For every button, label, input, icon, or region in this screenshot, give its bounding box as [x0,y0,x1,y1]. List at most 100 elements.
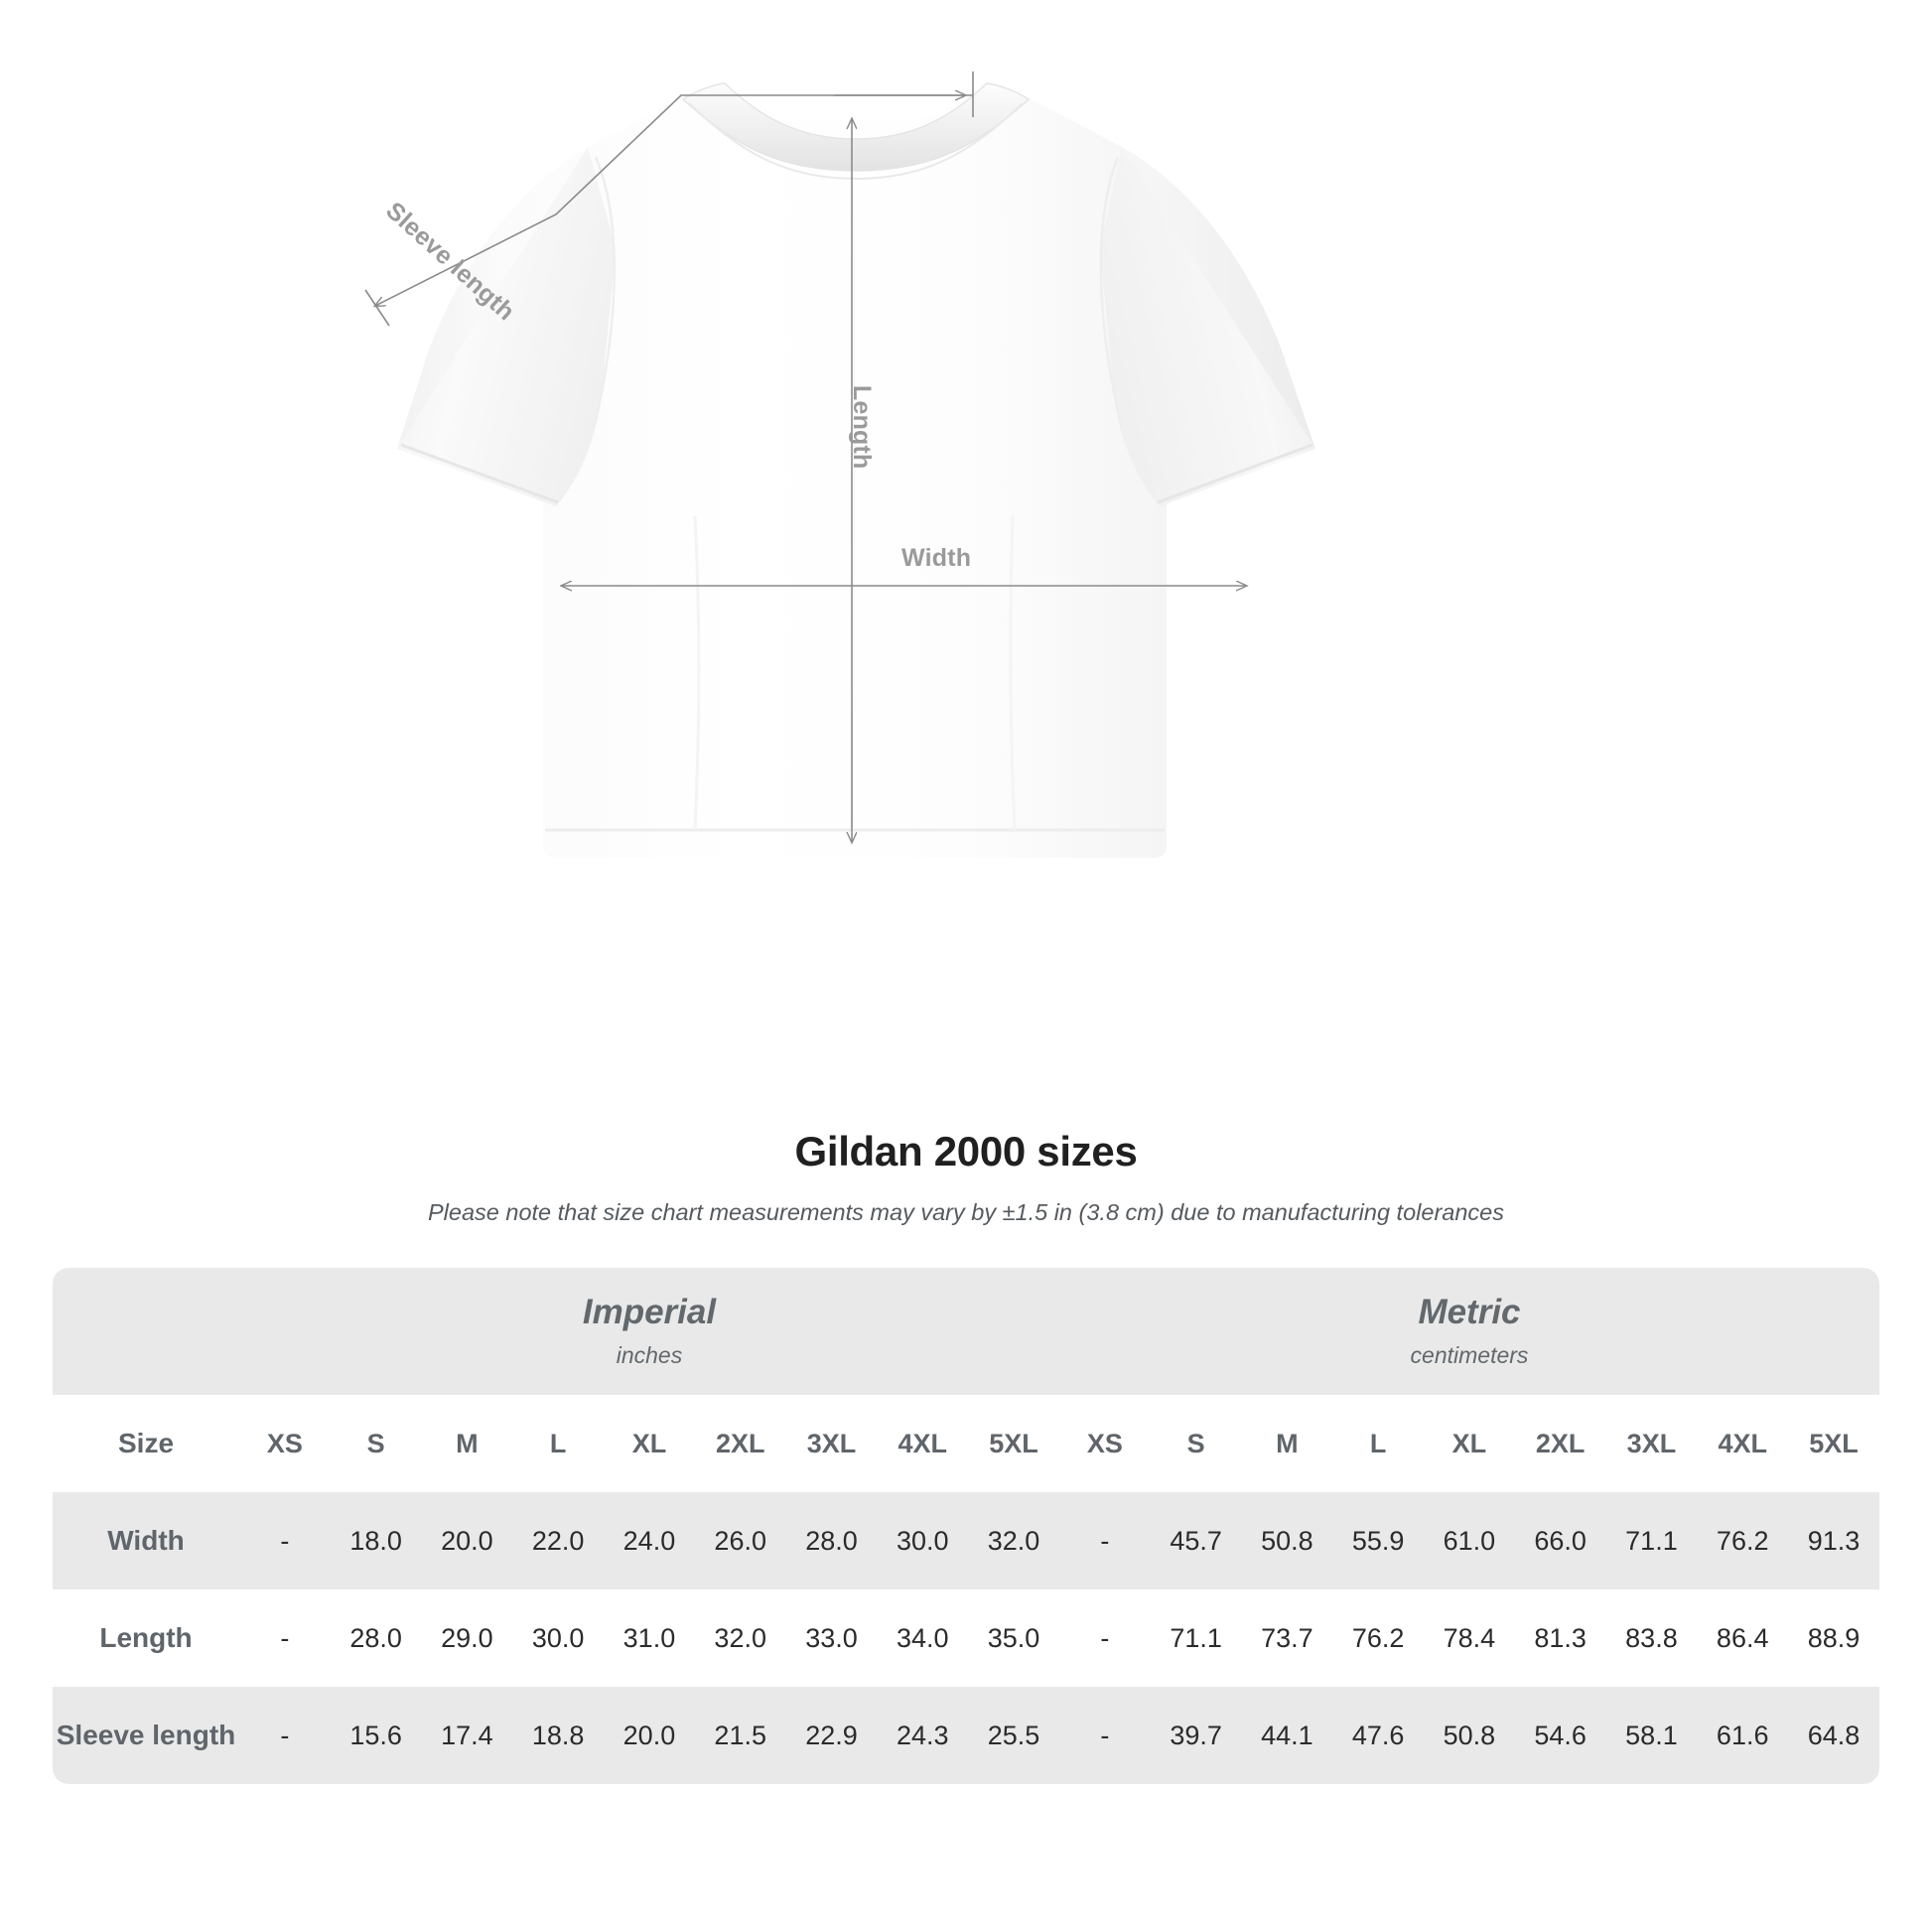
measurement-cell: 45.7 [1150,1492,1242,1589]
width-dimension-label: Width [901,544,972,572]
measurement-cell: 31.0 [604,1589,695,1687]
size-column-header: XS [239,1395,331,1492]
measurement-cell: 78.4 [1424,1589,1515,1687]
size-column-header: L [512,1395,605,1492]
measurement-cell: 30.0 [512,1589,605,1687]
size-column-header: 5XL [968,1395,1059,1492]
measurement-cell: 88.9 [1788,1589,1879,1687]
size-header-label: Size [53,1395,239,1492]
size-column-header: 4XL [1697,1395,1789,1492]
tshirt-body-shape [397,82,1315,858]
page-title: Gildan 2000 sizes [794,1128,1138,1174]
measurement-cell: 71.1 [1605,1492,1698,1589]
measurement-cell: 24.0 [604,1492,695,1589]
measurement-cell: - [1058,1687,1151,1784]
measurement-cell: 44.1 [1241,1687,1333,1784]
unit-group-subtitle: centimeters [1410,1341,1529,1368]
size-column-header: S [330,1395,422,1492]
size-column-header: 3XL [785,1395,878,1492]
measurement-cell: 47.6 [1332,1687,1425,1784]
sleeve-length-leader [375,94,830,306]
row-header-width: Width [53,1492,239,1589]
size-chart-table: Imperial inches Metric centimeters Size XS S M L… [53,1268,1879,1784]
measurement-cell: 71.1 [1150,1589,1242,1687]
measurement-cell: 83.8 [1605,1589,1698,1687]
size-column-header: 4XL [877,1395,969,1492]
measurement-cell: 28.0 [330,1589,422,1687]
measurement-cell: 22.9 [785,1687,878,1784]
length-dimension-label: Length [848,385,876,470]
measurement-cell: 33.0 [785,1589,878,1687]
measurement-cell: 18.8 [512,1687,605,1784]
measurement-cell: - [239,1687,331,1784]
measurement-cell: - [1058,1589,1151,1687]
size-column-header: 5XL [1788,1395,1879,1492]
size-column-header: M [1241,1395,1333,1492]
measurement-cell: 61.0 [1424,1492,1515,1589]
measurement-cell: 76.2 [1697,1492,1789,1589]
unit-banner-row: Imperial inches Metric centimeters [53,1268,1879,1395]
measurement-cell: - [239,1589,331,1687]
unit-group-imperial: Imperial inches [239,1268,1059,1395]
measurement-cell: - [239,1492,331,1589]
measurement-cell: 30.0 [877,1492,969,1589]
measurement-cell: 17.4 [421,1687,513,1784]
unit-group-metric: Metric centimeters [1058,1268,1879,1395]
measurement-cell: 35.0 [968,1589,1059,1687]
measurement-cell: 29.0 [421,1589,513,1687]
size-header-row: Size XS S M L XL 2XL 3XL 4XL 5XL XS S M L XL 2XL 3XL 4XL 5… [53,1395,1879,1492]
title-block: Gildan 2000 sizes Please note that size … [0,1122,1932,1226]
size-table-wrapper: Imperial inches Metric centimeters Size XS S M L… [53,1268,1879,1784]
table-row: Width -18.0 20.0 22.0 24.0 26.0 28.0 30.0 32.0-4… [53,1492,1879,1589]
row-header-length: Length [53,1589,239,1687]
measurement-cell: 58.1 [1605,1687,1698,1784]
size-column-header: 2XL [1514,1395,1606,1492]
size-column-header: XL [604,1395,695,1492]
measurement-cell: 66.0 [1514,1492,1606,1589]
table-row: Sleeve length -15.6 17.4 18.8 20.0 21.5 22.9 24… [53,1687,1879,1784]
measurement-lines [364,71,1246,842]
measurement-cell: 81.3 [1514,1589,1606,1687]
unit-group-subtitle: inches [616,1341,683,1368]
measurement-cell: 50.8 [1241,1492,1333,1589]
measurement-cell: 25.5 [968,1687,1059,1784]
measurement-cell: 34.0 [877,1589,969,1687]
shirt-diagram-panel: Sleeve length Length Width [364,71,1315,858]
measurement-cell: 61.6 [1697,1687,1789,1784]
measurement-cell: 55.9 [1332,1492,1425,1589]
measurement-cell: - [1058,1492,1151,1589]
size-column-header: 2XL [694,1395,786,1492]
table-row: Length -28.0 29.0 30.0 31.0 32.0 33.0 34.0 35.0-… [53,1589,1879,1687]
measurement-cell: 18.0 [330,1492,422,1589]
size-column-header: L [1332,1395,1425,1492]
measurement-cell: 76.2 [1332,1589,1425,1687]
row-header-sleeve-length: Sleeve length [53,1687,239,1784]
measurement-cell: 28.0 [785,1492,878,1589]
measurement-cell: 15.6 [330,1687,422,1784]
unit-group-name: Metric [1418,1293,1521,1332]
measurement-cell: 32.0 [694,1589,786,1687]
size-column-header: S [1150,1395,1242,1492]
measurement-cell: 91.3 [1788,1492,1879,1589]
tshirt-illustration [364,71,1315,858]
tolerance-note: Please note that size chart measurements… [428,1199,1504,1225]
measurement-cell: 20.0 [421,1492,513,1589]
measurement-cell: 22.0 [512,1492,605,1589]
size-column-header: XS [1058,1395,1151,1492]
size-column-header: XL [1424,1395,1515,1492]
unit-banner-spacer [53,1268,239,1395]
measurement-cell: 64.8 [1788,1687,1879,1784]
size-column-header: 3XL [1605,1395,1698,1492]
size-column-header: M [421,1395,513,1492]
measurement-cell: 32.0 [968,1492,1059,1589]
measurement-cell: 50.8 [1424,1687,1515,1784]
measurement-cell: 20.0 [604,1687,695,1784]
measurement-cell: 24.3 [877,1687,969,1784]
measurement-cell: 39.7 [1150,1687,1242,1784]
unit-group-name: Imperial [582,1293,717,1332]
sleeve-hem-tick [364,289,390,327]
measurement-cell: 86.4 [1697,1589,1789,1687]
measurement-cell: 21.5 [694,1687,786,1784]
measurement-cell: 54.6 [1514,1687,1606,1784]
measurement-cell: 26.0 [694,1492,786,1589]
